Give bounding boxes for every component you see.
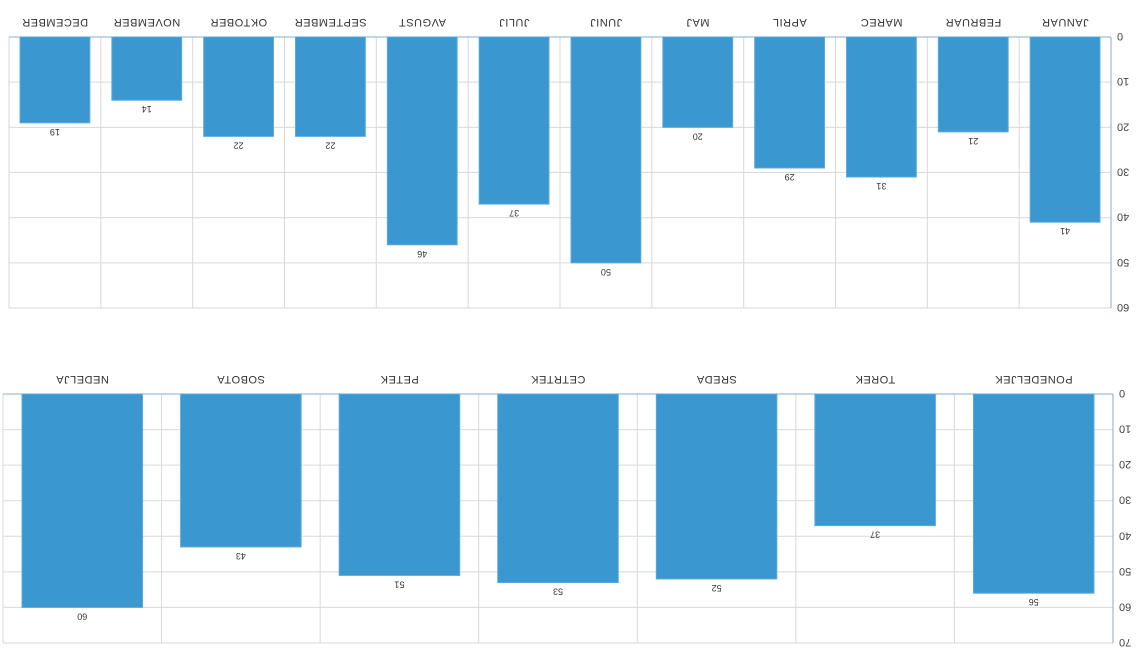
- bar-sreda: [655, 393, 778, 580]
- category-label: JANUAR: [1042, 16, 1089, 28]
- data-label: 51: [394, 579, 404, 589]
- bar-julij: [478, 36, 550, 205]
- y-tick-label: 50: [1117, 256, 1129, 268]
- data-label: 29: [785, 172, 795, 182]
- bar-nedelja: [21, 393, 144, 608]
- bar-januar: [1029, 36, 1101, 223]
- data-label: 60: [77, 611, 87, 621]
- data-label: 22: [234, 140, 244, 150]
- category-label: SREDA: [696, 373, 737, 385]
- bar-petek: [338, 393, 461, 576]
- category-label: MAJ: [686, 16, 710, 28]
- y-tick-label: 70: [1119, 636, 1131, 648]
- y-tick-label: 20: [1117, 120, 1129, 132]
- category-label: TOREK: [855, 373, 895, 385]
- data-label: 53: [553, 587, 563, 597]
- category-label: SOBOTA: [217, 373, 265, 385]
- y-tick-label: 60: [1117, 301, 1129, 313]
- bar-sobota: [180, 393, 302, 548]
- y-tick-label: 40: [1117, 211, 1129, 223]
- data-label: 41: [1060, 226, 1070, 236]
- bar-ponedeljek: [972, 393, 1095, 594]
- y-tick-label: 10: [1117, 75, 1129, 87]
- y-tick-label: 0: [1117, 30, 1123, 42]
- category-label: NOVEMBER: [113, 16, 180, 28]
- category-label: CETRTEK: [531, 373, 586, 385]
- data-label: 43: [236, 551, 246, 561]
- data-label: 56: [1029, 597, 1039, 607]
- data-label: 31: [876, 181, 886, 191]
- data-label: 50: [601, 267, 611, 277]
- y-tick-label: 50: [1119, 565, 1131, 577]
- bar-februar: [937, 36, 1009, 133]
- data-label: 52: [712, 583, 722, 593]
- bar-avgust: [386, 36, 458, 246]
- category-label: AVGUST: [399, 16, 446, 28]
- y-tick-label: 60: [1119, 600, 1131, 612]
- category-label: DECEMBER: [22, 16, 88, 28]
- data-label: 46: [417, 249, 427, 259]
- category-label: MAREC: [860, 16, 902, 28]
- category-label: NEDELJA: [56, 373, 109, 385]
- category-label: PONEDELJEK: [995, 373, 1073, 385]
- data-label: 21: [968, 136, 978, 146]
- bar-oktober: [203, 36, 274, 137]
- data-label: 22: [325, 140, 335, 150]
- y-tick-label: 40: [1119, 529, 1131, 541]
- data-label: 37: [509, 208, 519, 218]
- bar-september: [295, 36, 366, 137]
- bar-april: [754, 36, 825, 169]
- y-tick-label: 30: [1117, 166, 1129, 178]
- monthly-bar-chart: 0 10 20 30 40 50 60 41 JANUAR 21 FEBRUAR 31 MAREC 29 A…: [8, 16, 1129, 313]
- y-tick-label: 0: [1119, 387, 1125, 399]
- y-tick-label: 10: [1119, 423, 1131, 435]
- bar-december: [19, 36, 91, 124]
- category-label: JUNIJ: [590, 16, 622, 28]
- bar-cetrtek: [497, 393, 619, 584]
- bar-torek: [814, 393, 936, 527]
- category-label: FEBRUAR: [945, 16, 1001, 28]
- bar-maj: [662, 36, 734, 128]
- y-tick-label: 20: [1119, 458, 1131, 470]
- category-label: APRIL: [772, 16, 806, 28]
- category-label: PETEK: [380, 373, 419, 385]
- data-label: 37: [870, 530, 880, 540]
- category-label: SEPTEMBER: [294, 16, 366, 28]
- data-label: 19: [50, 127, 60, 137]
- category-label: JULIJ: [499, 16, 530, 28]
- bar-marec: [846, 36, 917, 178]
- bar-november: [111, 36, 183, 101]
- y-tick-label: 30: [1119, 494, 1131, 506]
- data-label: 14: [142, 104, 152, 114]
- data-label: 20: [693, 131, 703, 141]
- bar-junij: [570, 36, 642, 264]
- weekday-bar-chart: 0 10 20 30 40 50 60 70 56 PONEDELJEK 37 TOREK 52 SRED…: [2, 373, 1131, 648]
- category-label: OKTOBER: [210, 16, 267, 28]
